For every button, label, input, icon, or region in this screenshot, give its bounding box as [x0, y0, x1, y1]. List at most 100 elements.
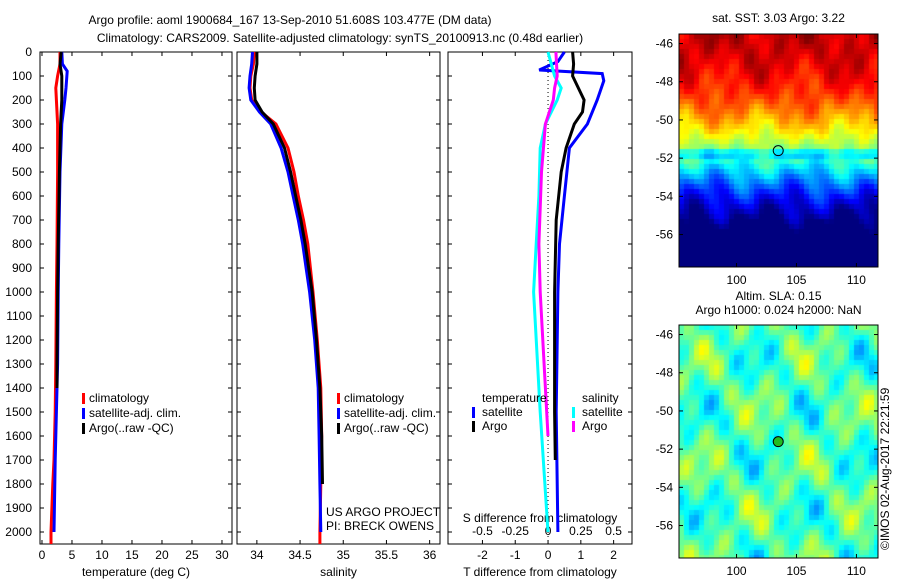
lat-tick-label: -54 [656, 189, 674, 203]
lon-tick-label: 110 [847, 564, 866, 578]
x-axis-label: salinity [320, 565, 357, 579]
legend-swatch [472, 421, 475, 432]
s-tick-label: 0.5 [605, 524, 622, 538]
lon-tick-label: 110 [847, 273, 866, 287]
legend-label: satellite-adj. clim. [344, 406, 436, 420]
s-tick-label: 0.25 [569, 524, 593, 538]
y-tick-label: 800 [12, 237, 32, 251]
title-line-1: Argo profile: aoml 1900684_167 13-Sep-20… [89, 13, 492, 27]
x-tick-label: 2 [610, 548, 617, 562]
y-tick-label: 1000 [5, 285, 32, 299]
argo-position-marker [772, 145, 784, 157]
lat-tick-label: -46 [656, 328, 674, 342]
y-tick-label: 2000 [5, 525, 32, 539]
map-frame [678, 324, 879, 559]
lon-tick-label: 105 [786, 273, 806, 287]
map-title: Altim. SLA: 0.15 [735, 289, 821, 303]
y-tick-label: 1500 [5, 405, 32, 419]
lon-tick-label: 105 [786, 564, 806, 578]
legend-label: Argo(..raw -QC) [344, 421, 429, 435]
y-tick-label: 1900 [5, 501, 32, 515]
lon-tick-label: 100 [727, 564, 747, 578]
x-tick-label: 10 [95, 548, 109, 562]
lat-tick-label: -56 [656, 228, 674, 242]
x-tick-label: 35 [337, 548, 351, 562]
panel-frame [236, 51, 441, 545]
y-tick-label: 900 [12, 261, 32, 275]
series-line-satellite-adj-clim- [247, 51, 323, 533]
series-line-temperature-argo [553, 51, 586, 461]
x-tick-label: 30 [215, 548, 229, 562]
s-tick-label: -0.5 [472, 524, 493, 538]
x-tick-label: 36 [423, 548, 437, 562]
legend-swatch [82, 423, 85, 434]
map-frame [678, 33, 879, 268]
legend-label: Argo [582, 419, 608, 433]
panel-frame [447, 51, 633, 545]
x-tick-label: 0 [39, 548, 46, 562]
argo-position-marker [772, 436, 784, 448]
x-tick-label: 34.5 [288, 548, 312, 562]
series-line-salinity-argo [537, 51, 559, 437]
lat-tick-label: -48 [656, 75, 674, 89]
y-tick-label: 0 [25, 45, 32, 59]
lat-tick-label: -56 [656, 519, 674, 533]
legend-label: satellite [582, 405, 623, 419]
project-label: US ARGO PROJECT [326, 505, 441, 519]
x-tick-label: 1 [577, 548, 584, 562]
x-tick-label: 5 [69, 548, 76, 562]
legend-swatch [472, 407, 475, 418]
legend-label: satellite [482, 405, 523, 419]
legend-swatch [337, 408, 340, 419]
lat-tick-label: -54 [656, 480, 674, 494]
map-title: sat. SST: 3.03 Argo: 3.22 [712, 11, 845, 25]
x-tick-label: 20 [155, 548, 169, 562]
y-tick-label: 1300 [5, 357, 32, 371]
legend-group-title: temperature [482, 391, 547, 405]
y-tick-label: 1100 [6, 309, 32, 323]
lat-tick-label: -50 [656, 404, 674, 418]
y-tick-label: 1700 [5, 453, 32, 467]
y-tick-label: 700 [12, 213, 32, 227]
map-subtitle: Argo h1000: 0.024 h2000: NaN [695, 303, 861, 317]
series-line-temperature-satellite [538, 51, 606, 533]
series-line-argo-raw-qc- [252, 52, 324, 485]
pi-label: PI: BRECK OWENS [326, 519, 434, 533]
y-tick-label: 300 [12, 117, 32, 131]
legend-swatch [337, 393, 340, 404]
title-line-2: Climatology: CARS2009. Satellite-adjuste… [97, 31, 583, 45]
legend-swatch [572, 407, 575, 418]
x-tick-label: 15 [125, 548, 139, 562]
lat-tick-label: -52 [656, 442, 674, 456]
imos-timestamp: ©IMOS 02-Aug-2017 22:21:59 [878, 387, 892, 550]
legend-label: climatology [89, 391, 149, 405]
lat-tick-label: -50 [656, 113, 674, 127]
y-tick-label: 1200 [5, 333, 32, 347]
y-tick-label: 100 [12, 69, 32, 83]
lat-tick-label: -52 [656, 151, 674, 165]
lon-tick-label: 100 [727, 273, 747, 287]
legend-swatch [82, 408, 85, 419]
x-tick-label: -2 [477, 548, 488, 562]
x-axis-label: T difference from climatology [463, 565, 617, 579]
legend-group-title: salinity [582, 391, 619, 405]
legend-swatch [82, 393, 85, 404]
s-axis-label: S difference from climatology [463, 511, 618, 525]
legend-swatch [337, 423, 340, 434]
x-tick-label: 35.5 [375, 548, 399, 562]
x-tick-label: 0 [545, 548, 552, 562]
panel-frame [39, 51, 233, 545]
lat-tick-label: -46 [656, 37, 674, 51]
s-tick-label: -0.25 [502, 524, 530, 538]
lat-tick-label: -48 [656, 366, 674, 380]
series-line-salinity-satellite [532, 51, 563, 533]
sst-map-image [679, 34, 878, 267]
x-axis-label: temperature (deg C) [82, 565, 190, 579]
legend-label: satellite-adj. clim. [89, 406, 181, 420]
x-tick-label: 25 [185, 548, 199, 562]
legend-label: Argo [482, 419, 508, 433]
legend-label: Argo(..raw -QC) [89, 421, 174, 435]
y-tick-label: 1800 [5, 477, 32, 491]
x-tick-label: -1 [510, 548, 521, 562]
